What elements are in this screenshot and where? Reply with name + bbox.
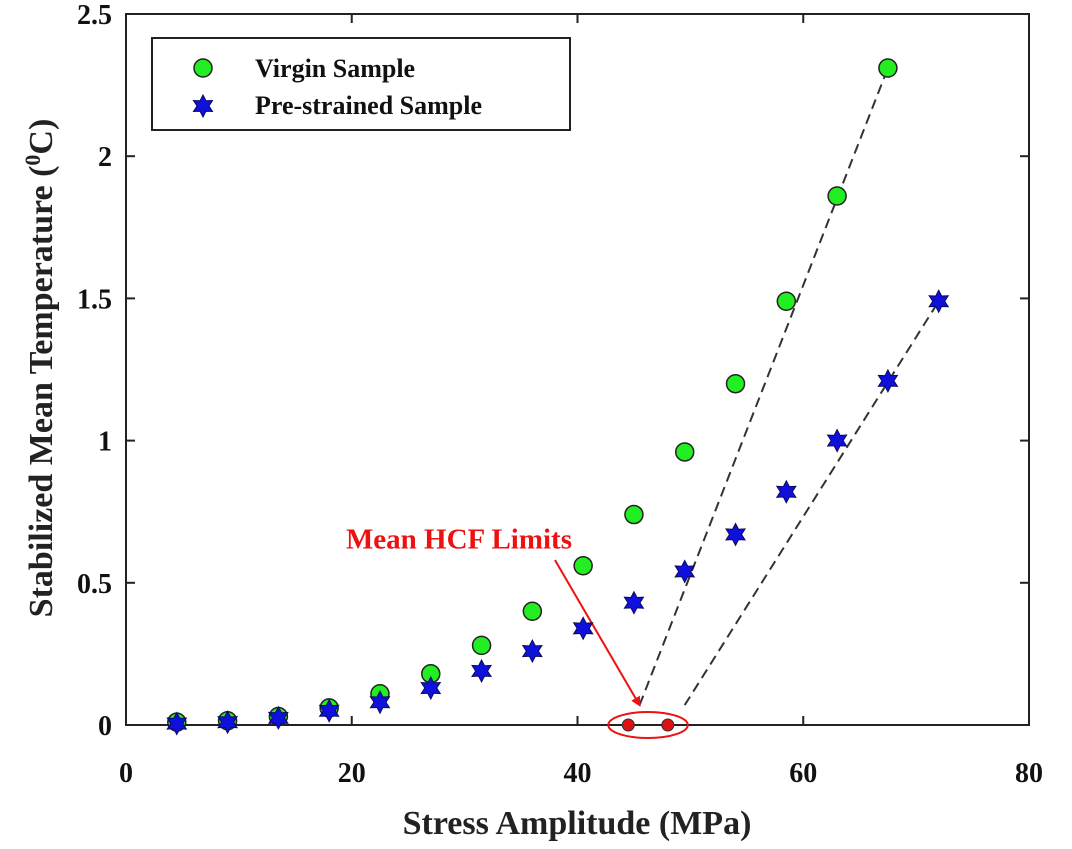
fit-lines [638,67,940,706]
pre-strained-sample-point [267,705,289,730]
y-tick-label: 1.5 [77,284,112,315]
y-axis-ticks: 0 0.5 1 1.5 2 2.5 [77,0,1029,742]
pre-strained-sample-point [826,428,848,453]
legend: Virgin Sample Pre-strained Sample [151,37,571,131]
pre-strained-sample-point [369,690,391,715]
annotation-text: Mean HCF Limits [346,524,572,556]
virgin-sample-point [725,373,746,394]
x-tick-label: 20 [338,758,366,789]
y-axis-title-unit: C) [23,119,60,155]
pre-strained-sample-point [674,559,696,584]
legend-virgin-marker [193,58,213,78]
virgin-sample-point [827,186,847,206]
legend-pre-strained-label: Pre-strained Sample [255,91,482,120]
y-axis-title: Stabilized Mean Temperature (0C) [20,119,60,618]
virgin-sample-point [522,601,543,621]
x-axis-title: Stress Amplitude (MPa) [403,805,752,842]
y-tick-label: 2 [98,142,112,173]
x-tick-label: 60 [789,758,817,789]
series-pre-strained-points [166,289,950,736]
legend-virgin-label: Virgin Sample [255,54,415,83]
pre-strained-sample-point [928,289,950,314]
pre-strained-sample-point [166,711,188,736]
pre-strained-sample-point [471,658,493,684]
fit-line [683,300,940,706]
annotation-layer: Mean HCF Limits [346,524,689,739]
legend-pre-strained-marker [192,93,214,119]
hcf-limit-point [661,718,675,732]
x-tick-label: 0 [119,758,133,789]
y-tick-label: 0 [98,711,112,742]
virgin-sample-point [674,442,695,462]
hcf-limit-point [621,718,635,732]
pre-strained-sample-point [572,616,594,641]
pre-strained-sample-point [420,675,442,701]
virgin-sample-point [878,58,898,78]
virgin-sample-point [776,291,797,311]
virgin-sample-point [471,635,492,656]
x-tick-label: 80 [1015,758,1043,789]
pre-strained-sample-point [521,638,543,664]
y-tick-label: 2.5 [77,0,112,31]
x-tick-label: 40 [564,758,592,789]
pre-strained-sample-point [775,479,797,504]
virgin-sample-point [573,555,593,576]
x-axis-ticks: 0 20 40 60 80 [119,14,1043,789]
hcf-limit-ellipse [607,711,689,739]
fit-line [638,67,889,706]
y-axis-title-main: Stabilized Mean Temperature ( [23,166,60,618]
pre-strained-sample-point [725,522,746,547]
y-tick-label: 0.5 [77,569,112,600]
y-axis-title-superscript: 0 [20,155,45,166]
hcf-limit-points [621,718,675,732]
pre-strained-sample-point [623,590,645,615]
legend-box [151,37,571,131]
pre-strained-sample-point [217,710,239,735]
pre-strained-sample-point [318,698,340,723]
annotation-arrow [554,559,641,707]
y-tick-label: 1 [98,427,112,458]
virgin-sample-point [624,504,644,525]
pre-strained-sample-point [877,368,899,393]
series-virgin-points [167,58,898,732]
